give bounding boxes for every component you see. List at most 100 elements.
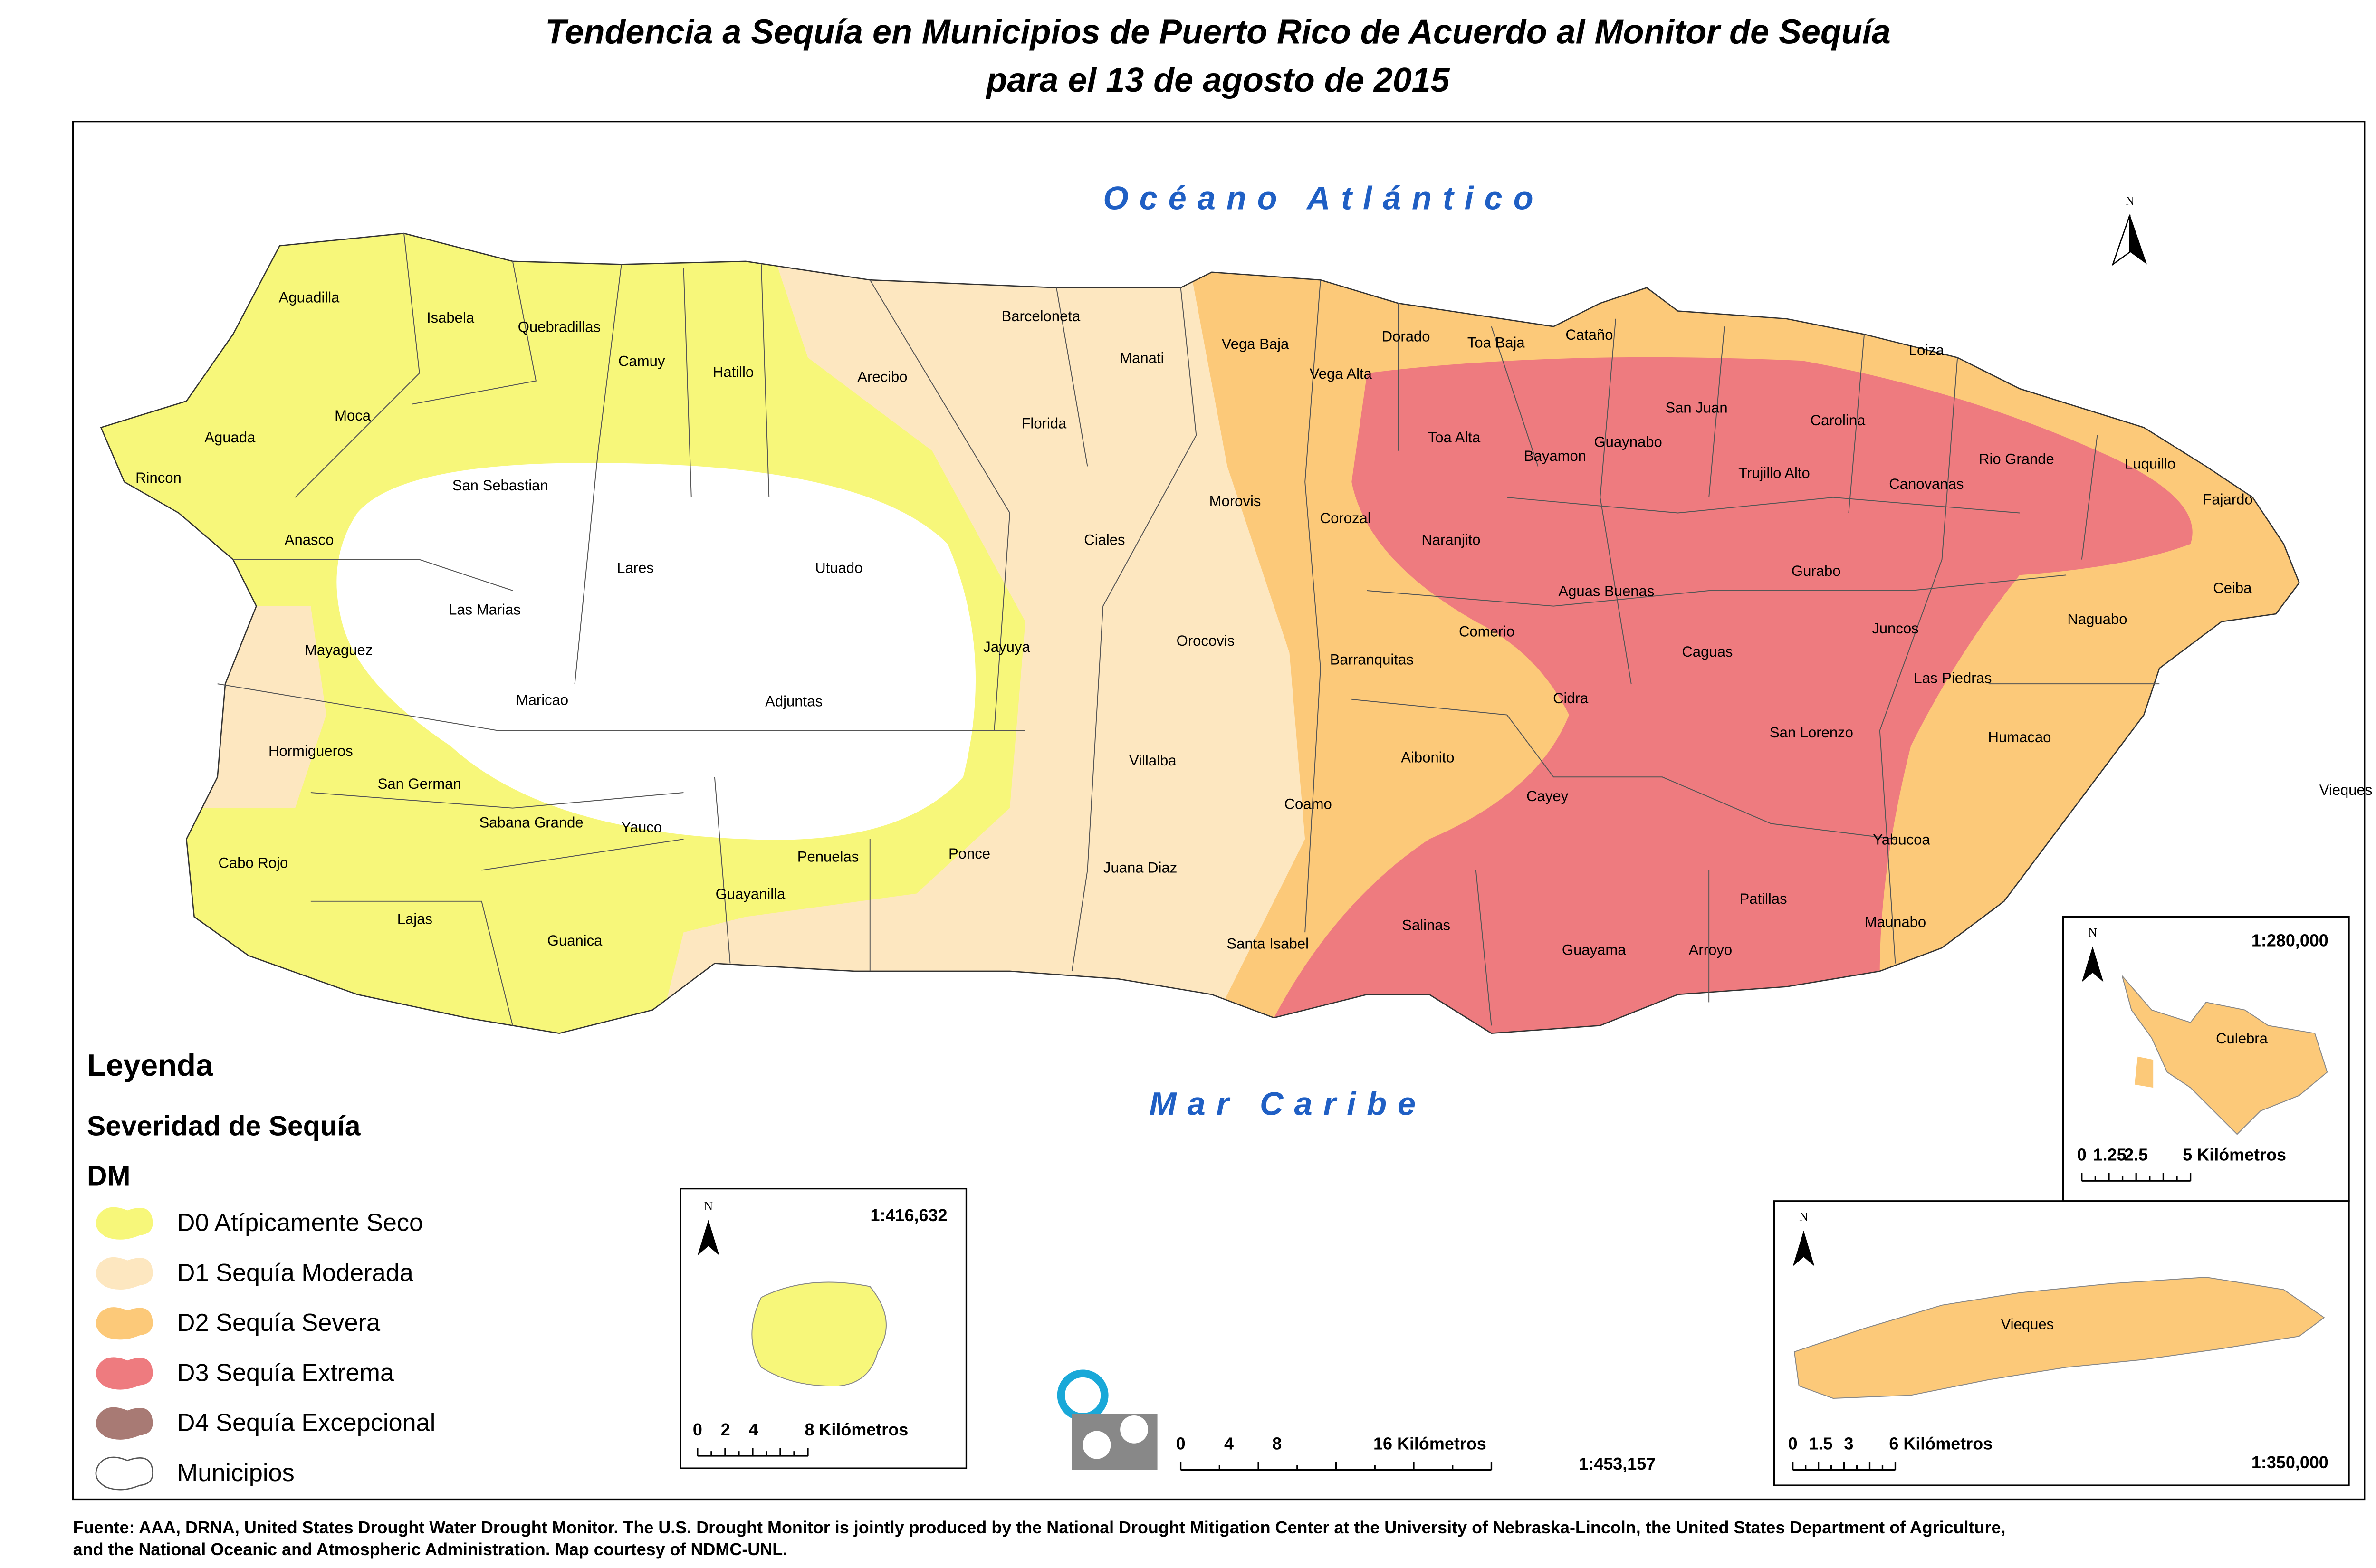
island-label: Vieques [2001,1316,2054,1333]
municipality-label: San Lorenzo [1770,724,1853,741]
municipality-label: Penuelas [797,848,859,865]
municipality-label: Salinas [1402,917,1450,933]
municipality-label: Maunabo [1865,914,1926,930]
scale-label: 4 [749,1420,758,1439]
municipality-label: Coamo [1284,795,1332,812]
municipality-label: Guaynabo [1594,434,1662,450]
municipality-label: Bayamon [1524,448,1586,464]
municipality-label: Naguabo [2067,611,2127,627]
island-vieques [1793,1276,2325,1399]
scale-label: 16 Kilómetros [1373,1434,1486,1453]
municipality-label: Juncos [1872,620,1918,637]
municipality-label: Manati [1120,350,1164,366]
scale-label: 5 Kilómetros [2183,1145,2286,1164]
municipality-label: Hormigueros [268,743,353,759]
scale-ratio: 1:280,000 [2251,930,2328,950]
source-line-2: and the National Oceanic and Atmospheric… [73,1539,788,1559]
municipality-label: Caguas [1682,643,1733,660]
legend-swatch [96,1407,153,1440]
municipality-label: Moca [335,407,371,424]
inset-desecheo: N [680,1187,968,1469]
scale-bar-culebra: 0 1.252.5 5 Kilómetros 1:280,000 [2077,930,2328,1182]
legend-swatch [96,1207,153,1240]
legend-label: D0 Atípicamente Seco [177,1209,423,1237]
scale-label: 1.5 [1809,1434,1833,1453]
ocean-label-north: Océano Atlántico [1103,180,1544,217]
scale-label: 8 [1272,1434,1282,1453]
scale-label: 2 [721,1420,730,1439]
municipality-label: Luquillo [2125,455,2175,472]
legend-swatch [96,1357,153,1390]
municipality-label: Juana Diaz [1103,859,1177,876]
scale-label: 0 [1176,1434,1186,1453]
municipality-label: Toa Alta [1428,429,1481,446]
scale-bar-main: 0 4 8 16 Kilómetros 1:453,157 [1176,1434,1656,1474]
drought-zones [101,233,2299,1033]
scale-label: 0 [2077,1145,2087,1164]
scale-label: 0 [1788,1434,1798,1453]
municipality-label: Dorado [1382,328,1430,344]
municipality-label: Vega Alta [1310,365,1372,382]
municipality-label: Florida [1021,415,1067,431]
legend-swatch [96,1257,153,1290]
municipality-label: Naranjito [1421,532,1480,548]
municipality-label: Guanica [547,932,603,949]
municipality-label: Trujillo Alto [1738,465,1810,481]
municipality-label: Yauco [621,819,662,835]
map-title: Tendencia a Sequía en Municipios de Puer… [545,13,1890,51]
ocean-label-south: Mar Caribe [1149,1086,1427,1122]
municipality-label: Las Marias [449,602,521,618]
municipality-label: Las Piedras [1914,670,1992,687]
municipality-label: Arecibo [857,368,907,385]
municipality-label: Isabela [427,309,475,326]
municipality-label: Ciales [1084,532,1125,548]
legend-label: D4 Sequía Excepcional [177,1409,436,1437]
scale-label: 8 Kilómetros [805,1420,908,1439]
municipality-label: Fajardo [2203,491,2252,508]
municipality-label: Morovis [1209,493,1261,509]
scale-label: 2.5 [2124,1145,2148,1164]
scale-label: 0 [693,1420,702,1439]
municipality-label: Loiza [1909,342,1945,359]
municipality-label: Guayanilla [716,886,786,902]
municipality-label: Camuy [618,353,665,370]
legend-swatch [95,1456,153,1491]
municipality-label: Santa Isabel [1226,936,1309,952]
island-label: Culebra [2216,1030,2268,1047]
legend-subtitle: Severidad de Sequía [87,1111,361,1142]
municipality-label: Toa Baja [1467,334,1525,351]
municipality-label: Jayuya [983,639,1030,655]
scale-label: 6 Kilómetros [1889,1434,1993,1453]
scale-ratio: 1:416,632 [871,1205,948,1225]
island-culebra [2121,975,2328,1135]
agency-logo [1057,1369,1158,1470]
legend-title: Leyenda [87,1048,213,1082]
municipality-label: Cabo Rojo [219,855,288,871]
legend-label: D3 Sequía Extrema [177,1359,394,1386]
zone-white [336,463,976,840]
municipality-label: Rio Grande [1979,451,2054,468]
municipality-label: Maricao [516,691,568,708]
municipality-label: San Sebastian [452,477,548,494]
municipality-label: Humacao [1988,729,2051,746]
municipality-label: Ponce [948,845,990,862]
municipality-label: Adjuntas [765,693,823,710]
map-frame [72,121,2366,1501]
municipality-label: Vega Baja [1222,336,1289,353]
north-label: N [2088,926,2097,939]
legend-label: Municipios [177,1459,295,1487]
island-desecheo [751,1281,887,1387]
north-arrow: N [2111,194,2147,266]
zone-d1-west [101,606,326,808]
zone-d3 [1274,357,2193,1033]
municipality-label: Sabana Grande [479,814,583,831]
municipality-label: Arroyo [1689,942,1732,958]
municipality-label: Barceloneta [1002,308,1081,325]
municipality-label: Ceiba [2213,580,2252,596]
municipality-label: Villalba [1129,752,1177,769]
scale-bar-vieques: 0 1.5 3 6 Kilómetros 1:350,000 [1788,1434,2328,1472]
municipality-label: Aguadilla [279,289,340,306]
municipality-label: Mayaguez [305,642,373,659]
municipality-label: Lares [617,559,654,576]
